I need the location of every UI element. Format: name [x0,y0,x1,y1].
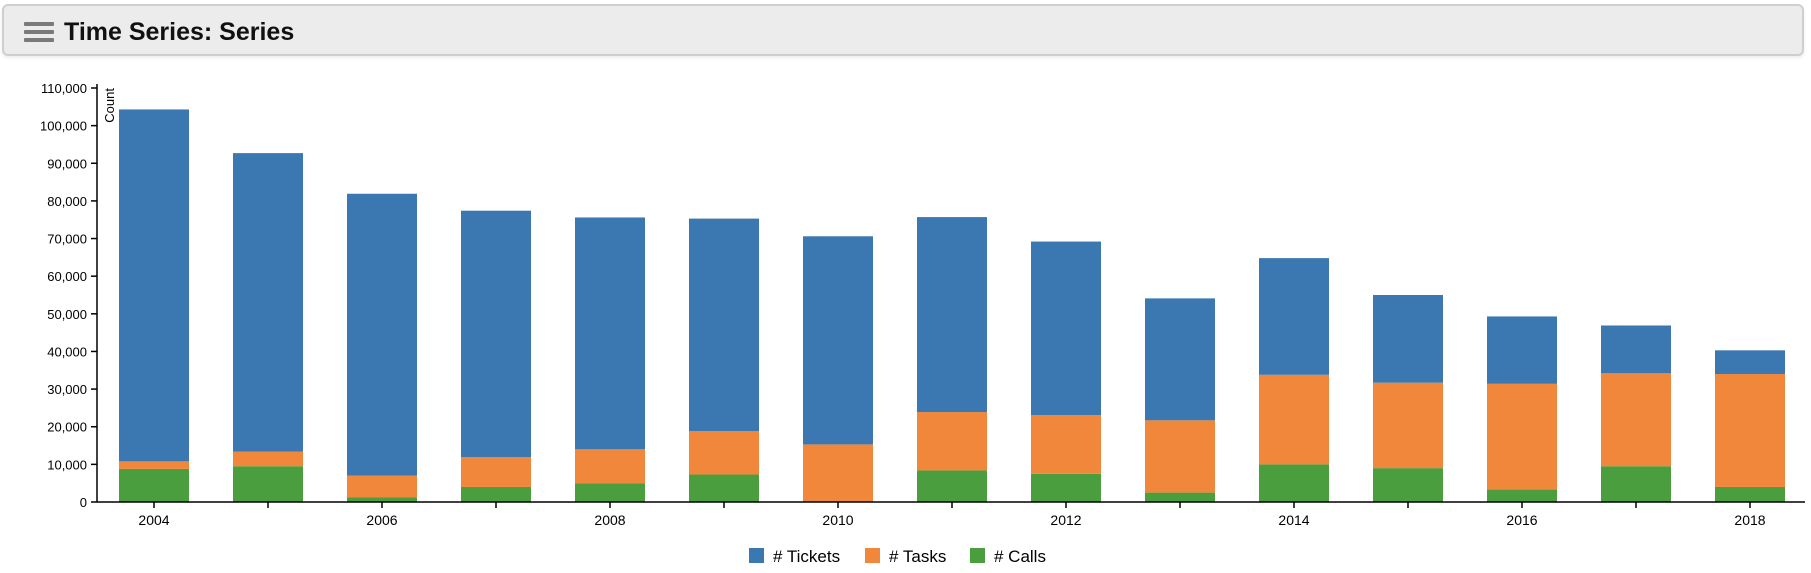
legend-label: # Tickets [773,547,840,566]
y-tick-label: 110,000 [41,81,87,96]
legend-label: # Tasks [889,547,946,566]
bar-segment [347,193,417,476]
y-axis-label: Count [102,88,117,123]
bar-segment [1487,489,1557,502]
bar-segment [233,466,303,502]
legend-item: # Tickets [749,547,840,566]
x-tick-label: 2006 [366,512,397,528]
x-tick-label: 2018 [1734,512,1765,528]
bar-segment [575,449,645,484]
chart-header: Time Series: Series [2,4,1804,56]
y-tick-label: 60,000 [47,269,87,284]
legend-swatch [749,548,764,563]
bar-segment [917,470,987,502]
legend-item: # Tasks [865,547,946,566]
bar-segment [1031,415,1101,474]
bar-segment [1715,374,1785,487]
legend-item: # Calls [970,547,1046,566]
bar-segment [461,210,531,458]
x-tick-label: 2014 [1278,512,1309,528]
bar-segment [119,468,189,502]
bar-segment [1487,316,1557,384]
bar-segment [803,444,873,502]
y-tick-label: 10,000 [47,457,87,472]
bar-segment [1601,466,1671,502]
bar-segment [1487,383,1557,490]
bar-segment [1031,241,1101,416]
bar-segment [1259,258,1329,375]
bar-segment [575,483,645,502]
bar-segment [1145,492,1215,502]
y-tick-label: 0 [80,495,87,510]
bar-segment [1373,295,1443,383]
y-tick-label: 20,000 [47,420,87,435]
legend-swatch [970,548,985,563]
bar-segment [917,217,987,413]
bar-segment [119,109,189,462]
bar-segment [1259,464,1329,502]
stacked-bar-chart: 0 10,000 20,000 30,000 40,000 50,000 60,000 70,… [40,81,1805,566]
x-tick-label: 2012 [1050,512,1081,528]
bar-segment [461,457,531,487]
page-title: Time Series: Series [64,18,295,46]
y-tick-label: 70,000 [47,232,87,247]
bar-segment [347,497,417,502]
bar-segment [917,412,987,471]
y-axis: 0 10,000 20,000 30,000 40,000 50,000 60,000 70,… [40,81,98,510]
bar-segment [803,236,873,445]
y-tick-label: 50,000 [47,307,87,322]
bar-segment [689,474,759,502]
legend-swatch [865,548,880,563]
bar-segment [233,153,303,452]
bar-segment [1601,373,1671,467]
bar-segment [1373,468,1443,502]
x-tick-label: 2004 [138,512,169,528]
bar-segment [689,218,759,432]
bar-segment [119,461,189,469]
y-tick-label: 90,000 [47,156,87,171]
bar-segment [1715,486,1785,502]
bar-segment [1145,420,1215,493]
y-tick-label: 30,000 [47,382,87,397]
legend-label: # Calls [994,547,1046,566]
bar-segment [1601,325,1671,374]
bar-segment [233,451,303,467]
bar-segment [461,486,531,502]
bar-segment [1715,350,1785,375]
x-tick-label: 2008 [594,512,625,528]
bar-segment [1259,374,1329,465]
y-tick-label: 80,000 [47,194,87,209]
y-tick-label: 100,000 [40,119,87,134]
plot-area [119,109,1785,502]
bar-segment [347,475,417,498]
x-tick-label: 2010 [822,512,853,528]
bar-segment [689,431,759,475]
bar-segment [1373,382,1443,469]
y-tick-label: 40,000 [47,344,87,359]
legend: # Tickets # Tasks # Calls [749,547,1046,566]
x-tick-label: 2016 [1506,512,1537,528]
bar-segment [575,217,645,450]
hamburger-menu-icon[interactable] [24,20,54,44]
bar-segment [1145,298,1215,421]
bar-segment [1031,473,1101,502]
x-axis: 2004 2006 2008 2010 2012 2014 2016 2018 [97,501,1805,528]
